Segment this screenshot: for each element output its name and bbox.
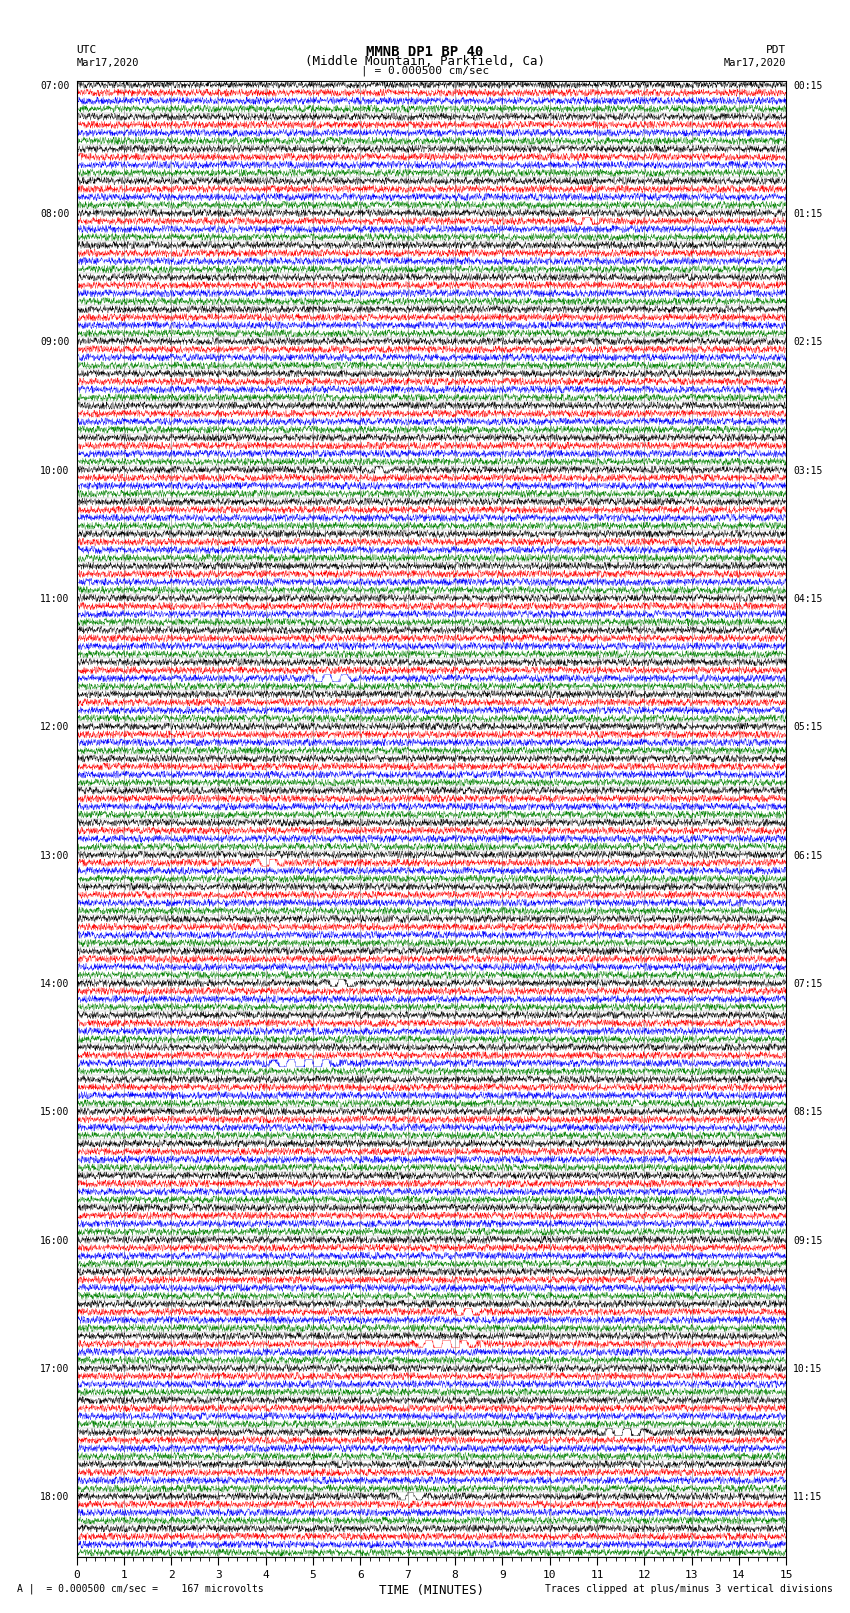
Text: 17:00: 17:00 (40, 1365, 70, 1374)
Text: 10:00: 10:00 (40, 466, 70, 476)
Text: 12:00: 12:00 (40, 723, 70, 732)
Text: 09:00: 09:00 (40, 337, 70, 347)
Text: 09:15: 09:15 (793, 1236, 823, 1245)
Text: (Middle Mountain, Parkfield, Ca): (Middle Mountain, Parkfield, Ca) (305, 55, 545, 68)
Text: PDT: PDT (766, 45, 786, 55)
Text: 05:15: 05:15 (793, 723, 823, 732)
Text: 10:15: 10:15 (793, 1365, 823, 1374)
Text: 02:15: 02:15 (793, 337, 823, 347)
Text: 08:15: 08:15 (793, 1108, 823, 1118)
Text: 03:15: 03:15 (793, 466, 823, 476)
Text: 13:00: 13:00 (40, 850, 70, 861)
Text: UTC: UTC (76, 45, 97, 55)
Text: 07:15: 07:15 (793, 979, 823, 989)
Text: A |  = 0.000500 cm/sec =    167 microvolts: A | = 0.000500 cm/sec = 167 microvolts (17, 1582, 264, 1594)
Text: 00:15: 00:15 (793, 81, 823, 90)
Text: Mar17,2020: Mar17,2020 (723, 58, 786, 68)
Text: 18:00: 18:00 (40, 1492, 70, 1502)
Text: Mar17,2020: Mar17,2020 (76, 58, 139, 68)
Text: 11:00: 11:00 (40, 594, 70, 603)
Text: 01:15: 01:15 (793, 210, 823, 219)
Text: 11:15: 11:15 (793, 1492, 823, 1502)
Text: 14:00: 14:00 (40, 979, 70, 989)
Text: MMNB DP1 BP 40: MMNB DP1 BP 40 (366, 45, 484, 58)
Text: 06:15: 06:15 (793, 850, 823, 861)
Text: 16:00: 16:00 (40, 1236, 70, 1245)
X-axis label: TIME (MINUTES): TIME (MINUTES) (379, 1584, 484, 1597)
Text: 15:00: 15:00 (40, 1108, 70, 1118)
Text: | = 0.000500 cm/sec: | = 0.000500 cm/sec (361, 65, 489, 76)
Text: 04:15: 04:15 (793, 594, 823, 603)
Text: 08:00: 08:00 (40, 210, 70, 219)
Text: 07:00: 07:00 (40, 81, 70, 90)
Text: Traces clipped at plus/minus 3 vertical divisions: Traces clipped at plus/minus 3 vertical … (545, 1584, 833, 1594)
